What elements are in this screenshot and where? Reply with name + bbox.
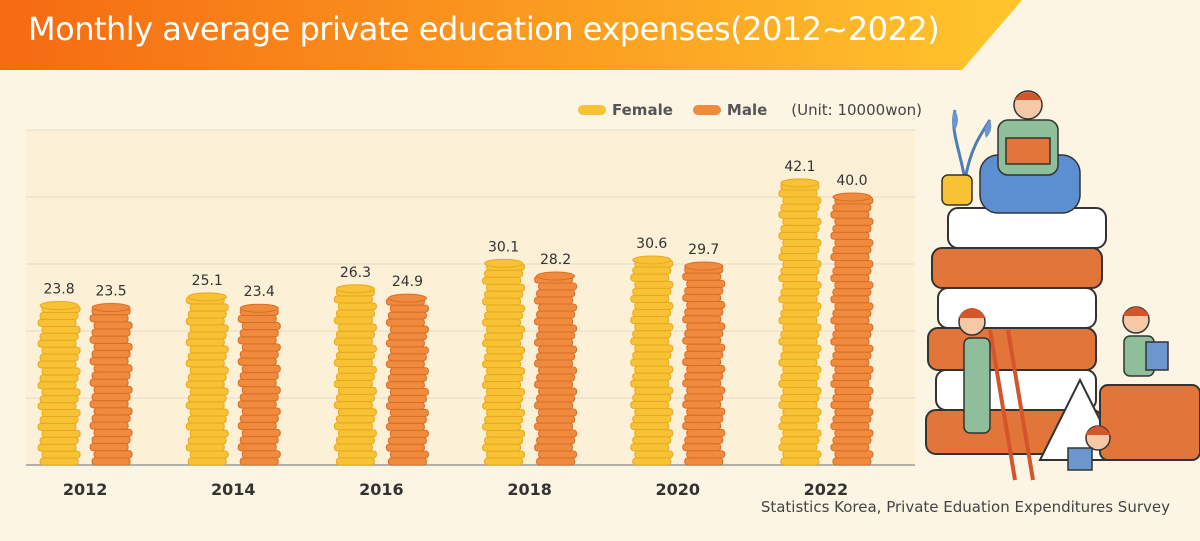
unit-label: (Unit: 10000won): [791, 101, 922, 119]
bar-chart: 23.8 23.5 2012 25.1 23.4 2014 26.3 24.9 2016 30.1…: [26, 129, 915, 499]
legend-item-male: Male: [692, 101, 768, 119]
title-banner-background: [0, 0, 1022, 70]
data-label-female-2018: 30.1: [488, 239, 519, 255]
x-tick-label-2018: 2018: [507, 480, 552, 499]
data-label-male-2022: 40.0: [836, 173, 867, 189]
bar-female-2020: [630, 255, 674, 466]
data-label-female-2012: 23.8: [43, 282, 74, 298]
data-label-female-2020: 30.6: [636, 236, 667, 252]
x-tick-label-2012: 2012: [63, 480, 108, 499]
bar-male-2016: [385, 293, 429, 466]
legend-label-female: Female: [612, 101, 673, 119]
boy-reading-right-icon: [1122, 306, 1169, 377]
page-title: Monthly average private education expens…: [28, 10, 940, 48]
data-label-male-2018: 28.2: [540, 252, 571, 268]
title-banner: Monthly average private education expens…: [0, 0, 1200, 70]
legend-item-female: Female: [578, 101, 673, 119]
data-label-male-2020: 29.7: [688, 242, 719, 258]
bar-female-2016: [333, 284, 377, 466]
bar-male-2018: [534, 271, 578, 466]
plant-icon: [941, 109, 992, 206]
bar-male-2020: [682, 261, 726, 466]
x-tick-label-2014: 2014: [211, 480, 256, 499]
x-tick-label-2020: 2020: [655, 480, 700, 499]
girl-with-ladder-icon: [958, 308, 1035, 481]
bar-female-2014: [185, 292, 229, 466]
x-tick-label-2022: 2022: [804, 480, 849, 499]
data-label-female-2022: 42.1: [784, 159, 815, 175]
data-label-female-2014: 25.1: [192, 273, 223, 289]
legend: Female Male (Unit: 10000won): [578, 97, 922, 123]
plot-area: [26, 130, 915, 465]
legend-swatch-female: [578, 105, 606, 115]
bar-female-2012: [37, 301, 81, 466]
data-label-male-2012: 23.5: [95, 284, 126, 300]
bar-male-2022: [830, 192, 874, 466]
x-tick-label-2016: 2016: [359, 480, 404, 499]
boy-in-armchair-icon: [979, 90, 1081, 214]
source-note: Statistics Korea, Private Eduation Expen…: [760, 498, 1170, 516]
bar-female-2018: [482, 258, 526, 466]
girl-reading-under-book-icon: [1038, 377, 1200, 471]
bar-female-2022: [778, 178, 822, 466]
data-label-female-2016: 26.3: [340, 265, 371, 281]
bar-male-2014: [237, 303, 281, 466]
data-label-male-2014: 23.4: [244, 284, 275, 300]
data-label-male-2016: 24.9: [392, 274, 423, 290]
bar-male-2012: [89, 303, 133, 466]
legend-swatch-male: [692, 105, 721, 115]
students-reading-illustration: [925, 90, 1200, 481]
legend-label-male: Male: [726, 101, 768, 119]
